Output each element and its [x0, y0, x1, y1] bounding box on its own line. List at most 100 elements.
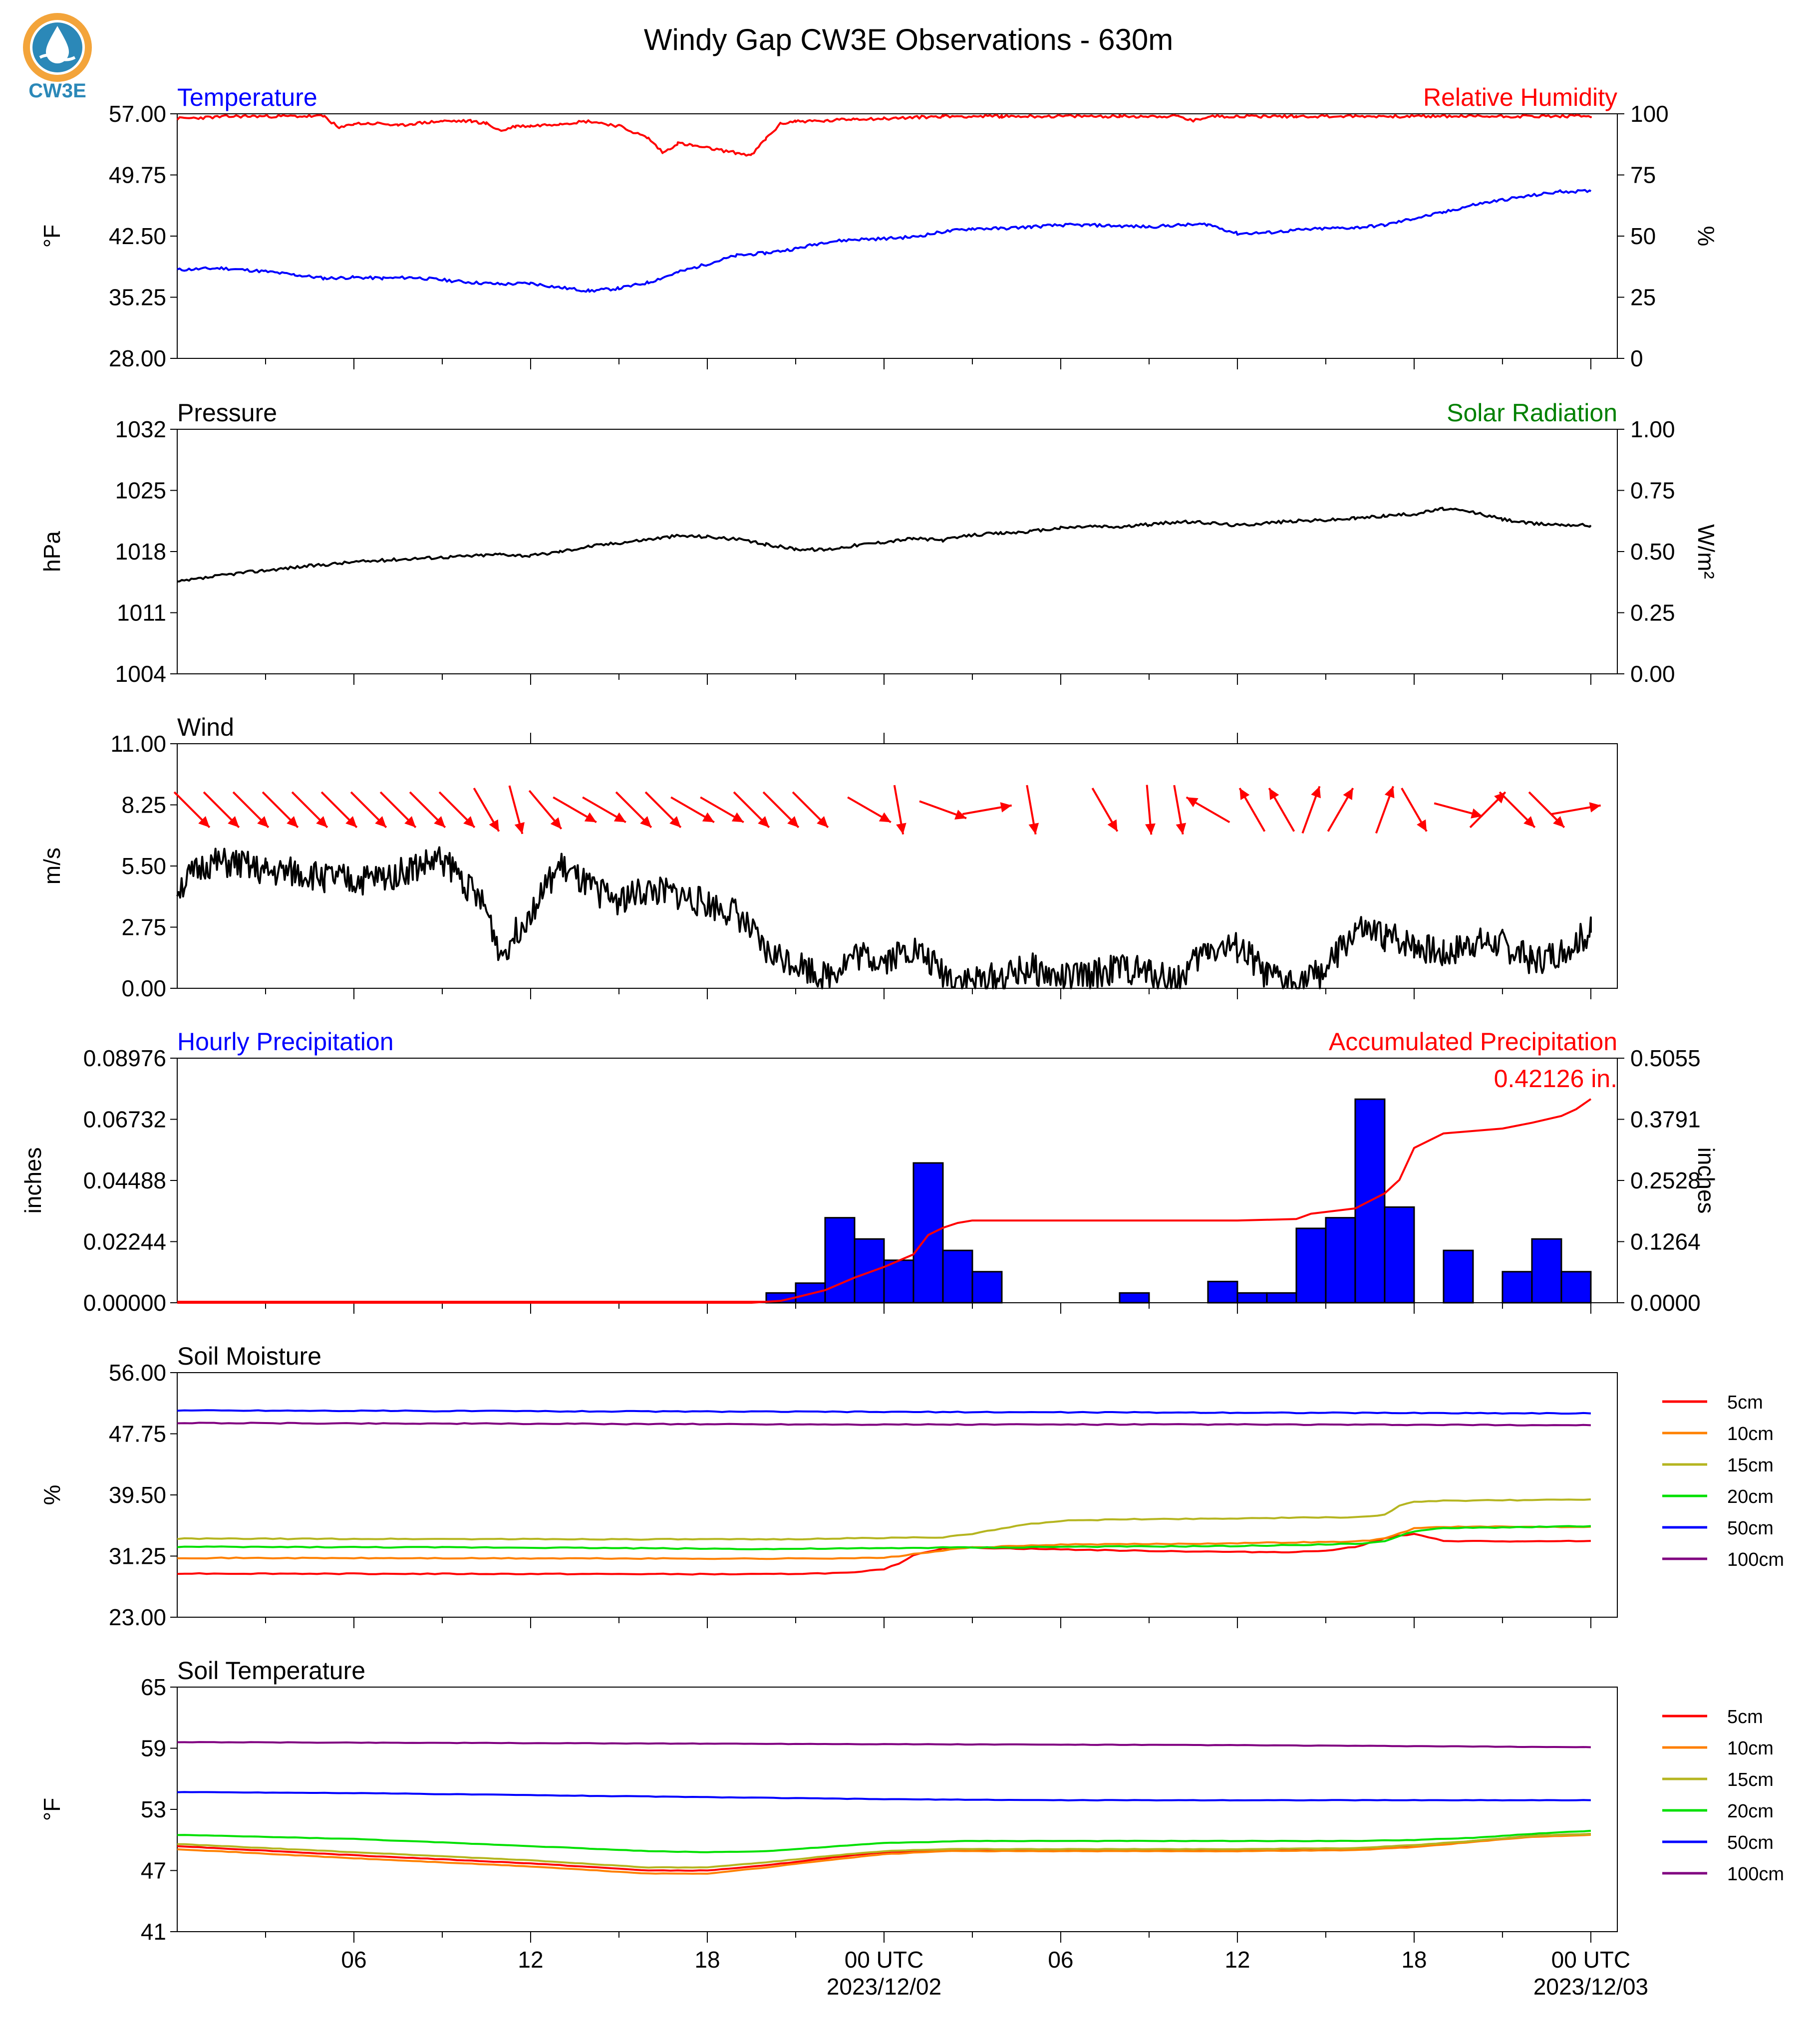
- wind-arrow: [733, 791, 770, 829]
- logo-wave: [39, 53, 76, 61]
- precip-bar: [824, 1217, 856, 1304]
- y-tick-label-right: 0.50: [1630, 539, 1675, 565]
- y-tick-label: 53: [141, 1796, 166, 1822]
- wind-arrow: [553, 796, 597, 824]
- y-tick-label: 0.04488: [83, 1167, 166, 1193]
- precip-bar: [1207, 1280, 1238, 1304]
- x-tick-date-label: 2023/12/03: [1533, 1974, 1648, 2000]
- legend: 5cm 10cm 15cm 20cm 50cm 100cm: [1662, 1392, 1784, 1570]
- wind-arrow-head: [316, 816, 327, 828]
- wind-arrow: [291, 791, 328, 829]
- y-tick-label-right: 0.5055: [1630, 1045, 1701, 1071]
- wind-arrow: [1026, 785, 1039, 835]
- wind-arrow: [379, 791, 417, 829]
- y-axis-label-right: inches: [1693, 1148, 1719, 1214]
- y-tick-label: 0.02244: [83, 1229, 166, 1255]
- legend-label: 100cm: [1727, 1864, 1784, 1885]
- wind-arrow-head: [514, 822, 525, 834]
- panel-title-left: Soil Moisture: [177, 1342, 321, 1370]
- wind-arrow: [615, 791, 652, 829]
- precip-bar: [1443, 1249, 1474, 1304]
- wind-arrow-head: [463, 816, 475, 828]
- precip-bar: [883, 1259, 914, 1304]
- wind-arrow: [1238, 787, 1266, 832]
- panel-1: Pressure Solar Radiation 1032 1025 1018 1011 1…: [39, 399, 1719, 687]
- wind-arrow: [847, 796, 892, 824]
- y-tick-label-right: 0.0000: [1630, 1290, 1701, 1316]
- soil-line-100cm: [177, 1422, 1591, 1427]
- panel-title-left: Soil Temperature: [177, 1657, 365, 1685]
- precip-bar: [1266, 1292, 1297, 1304]
- wind-arrow: [1268, 787, 1295, 832]
- panel-2: Wind 11.00 8.25 5.50 2.75 0.00 m/s: [39, 713, 1618, 1001]
- legend-label: 5cm: [1727, 1707, 1763, 1728]
- wind-arrow-head: [1186, 797, 1199, 808]
- y-tick-label: 2.75: [121, 914, 166, 940]
- y-tick-label: 11.00: [110, 731, 166, 757]
- legend-label: 20cm: [1727, 1801, 1774, 1822]
- y-tick-label-right: 50: [1630, 223, 1656, 249]
- y-tick-label-right: 25: [1630, 285, 1656, 310]
- x-tick-label: 00 UTC: [845, 1947, 923, 1973]
- x-tick-label: 12: [518, 1947, 543, 1973]
- legend: 5cm 10cm 15cm 20cm 50cm 100cm: [1662, 1707, 1784, 1885]
- wind-arrow: [582, 796, 626, 824]
- y-tick-label-right: 75: [1630, 162, 1656, 188]
- soil-line-15cm: [177, 1498, 1591, 1541]
- y-tick-label: 1018: [115, 539, 166, 565]
- wind-arrow-head: [1107, 819, 1118, 832]
- legend-label: 100cm: [1727, 1549, 1784, 1570]
- wind-arrow: [1469, 791, 1507, 829]
- wind-arrow-head: [489, 819, 499, 832]
- precip-bar: [942, 1249, 973, 1304]
- panel-title-right: Accumulated Precipitation: [1329, 1028, 1617, 1056]
- panel-title-right: Relative Humidity: [1423, 83, 1617, 111]
- wind-arrow: [508, 785, 525, 835]
- soil-line-50cm: [177, 1409, 1591, 1415]
- wind-arrow: [350, 791, 387, 829]
- wind-arrow-head: [198, 816, 210, 828]
- wind-arrow-head: [1028, 823, 1039, 835]
- y-tick-label: 35.25: [109, 285, 166, 310]
- wind-arrow: [173, 791, 211, 829]
- y-tick-label: 47.75: [109, 1421, 166, 1447]
- cw3e-logo: CW3E: [23, 13, 92, 102]
- y-tick-label: 49.75: [109, 162, 166, 188]
- soil-line-50cm: [177, 1791, 1591, 1801]
- wind-arrow-head: [731, 812, 744, 823]
- y-tick-label: 39.50: [109, 1482, 166, 1508]
- precip-bar: [1384, 1206, 1415, 1304]
- panel-0: Temperature Relative Humidity 57.00 49.75 42…: [39, 83, 1719, 371]
- wind-arrow-head: [584, 812, 597, 823]
- y-tick-label: 41: [141, 1919, 166, 1945]
- wind-arrow: [438, 791, 476, 829]
- precip-bar: [854, 1238, 885, 1304]
- wind-arrow-head: [896, 823, 907, 835]
- wind-arrow-head: [1589, 802, 1601, 813]
- legend-label: 10cm: [1727, 1424, 1774, 1445]
- soil-line-20cm: [177, 1829, 1591, 1853]
- plot-frame: [177, 1372, 1618, 1618]
- wind-arrow-head: [404, 816, 416, 828]
- x-tick-label: 18: [694, 1947, 720, 1973]
- figure-title: Windy Gap CW3E Observations - 630m: [644, 23, 1173, 56]
- y-tick-label: 65: [141, 1674, 166, 1700]
- wind-arrow: [1551, 802, 1601, 815]
- wind-arrow-head: [879, 812, 891, 823]
- wind-arrow-head: [1384, 786, 1395, 799]
- y-tick-label: 28.00: [109, 345, 166, 371]
- wind-arrow-head: [1269, 788, 1279, 800]
- accumulated-precip-line: [177, 1098, 1592, 1304]
- y-tick-label-right: 0.75: [1630, 478, 1675, 504]
- wind-arrow: [670, 796, 715, 824]
- panel-title-left: Hourly Precipitation: [177, 1028, 394, 1056]
- legend-label: 15cm: [1727, 1455, 1774, 1476]
- precip-bar: [1531, 1238, 1562, 1304]
- wind-arrow-head: [1311, 786, 1321, 799]
- logo-text: CW3E: [28, 80, 86, 102]
- y-tick-label: 0.08976: [83, 1045, 166, 1071]
- wind-arrow-head: [1523, 816, 1535, 828]
- y-tick-label: 0.00: [121, 975, 166, 1001]
- precip-bar: [1325, 1217, 1356, 1304]
